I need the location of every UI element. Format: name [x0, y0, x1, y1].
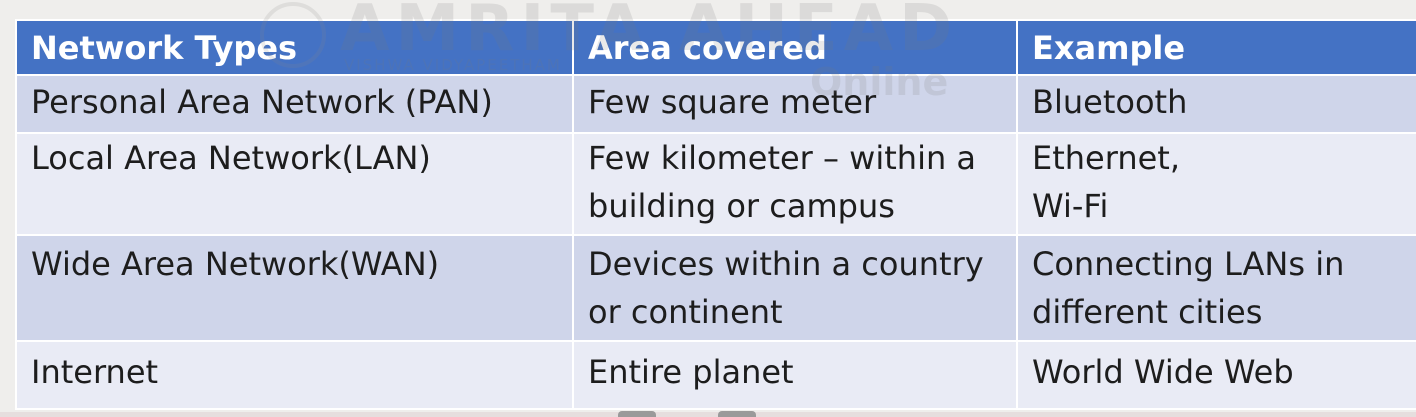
table-row: Wide Area Network(WAN) Devices within a …	[15, 234, 1416, 342]
handle-icon-left[interactable]	[618, 411, 656, 417]
header-example: Example	[1016, 19, 1416, 76]
handle-icon-right[interactable]	[718, 411, 756, 417]
header-area-covered: Area covered	[572, 19, 1018, 76]
table-row: Local Area Network(LAN) Few kilometer – …	[15, 132, 1416, 236]
table-row: Internet Entire planet World Wide Web	[15, 340, 1416, 410]
cell-area-covered: Few kilometer – within a building or cam…	[572, 132, 1018, 236]
header-network-types: Network Types	[15, 19, 574, 76]
cell-area-covered: Devices within a country or continent	[572, 234, 1018, 342]
cell-network-type: Internet	[15, 340, 574, 410]
cell-example: Connecting LANs in different cities	[1016, 234, 1416, 342]
network-types-table: Network Types Area covered Example Perso…	[15, 19, 1416, 410]
cell-network-type: Wide Area Network(WAN)	[15, 234, 574, 342]
cell-example: World Wide Web	[1016, 340, 1416, 410]
cell-area-covered: Few square meter	[572, 74, 1018, 134]
cell-network-type: Local Area Network(LAN)	[15, 132, 574, 236]
table-header-row: Network Types Area covered Example	[15, 19, 1416, 76]
cell-example: Bluetooth	[1016, 74, 1416, 134]
cell-area-covered: Entire planet	[572, 340, 1018, 410]
cell-example: Ethernet, Wi-Fi	[1016, 132, 1416, 236]
bottom-edge-strip	[0, 412, 1416, 417]
cell-network-type: Personal Area Network (PAN)	[15, 74, 574, 134]
table-row: Personal Area Network (PAN) Few square m…	[15, 74, 1416, 134]
